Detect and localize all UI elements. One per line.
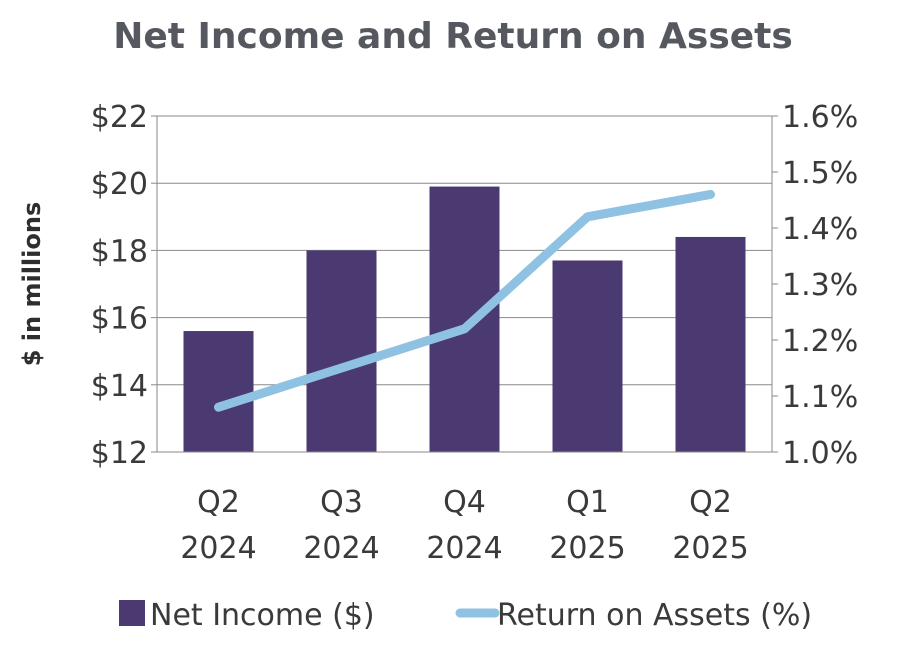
- roa-line-layer: [214, 189, 715, 412]
- x-tick-label: 2025: [672, 531, 748, 566]
- tick-label-right: 1.0%: [782, 436, 858, 471]
- x-tick-label: Q3: [320, 485, 363, 520]
- x-tick-label: Q4: [443, 485, 486, 520]
- x-tick-label: 2024: [180, 531, 256, 566]
- bar-net-income: [429, 186, 500, 452]
- legend-label-net-income: Net Income ($): [150, 598, 375, 633]
- x-axis-ticks: Q2 2024 Q3 2024 Q4 2024 Q1 2025 Q2 2025: [180, 485, 748, 566]
- bar-net-income: [306, 250, 377, 452]
- right-axis-ticks: 1.0% 1.1% 1.2% 1.3% 1.4% 1.5% 1.6%: [772, 100, 858, 471]
- tick-label-left: $12: [91, 436, 148, 471]
- legend: Net Income ($) Return on Assets (%): [119, 598, 812, 633]
- tick-label-right: 1.5%: [782, 156, 858, 191]
- left-axis-ticks: $12 $14 $16 $18 $20 $22: [91, 100, 157, 471]
- y-axis-label: $ in millions: [18, 202, 46, 367]
- tick-label-left: $14: [91, 369, 148, 404]
- legend-label-roa: Return on Assets (%): [497, 598, 812, 633]
- tick-label-right: 1.3%: [782, 268, 858, 303]
- x-tick-label: 2024: [426, 531, 502, 566]
- chart-title: Net Income and Return on Assets: [113, 16, 793, 57]
- tick-label-right: 1.4%: [782, 212, 858, 247]
- tick-label-right: 1.2%: [782, 324, 858, 359]
- x-tick-label: 2024: [303, 531, 379, 566]
- bar-net-income: [552, 260, 623, 452]
- legend-swatch-net-income: [119, 600, 145, 626]
- tick-label-left: $16: [91, 302, 148, 337]
- tick-label-right: 1.6%: [782, 100, 858, 135]
- x-tick-label: 2025: [549, 531, 625, 566]
- tick-label-left: $18: [91, 234, 148, 269]
- tick-label-left: $22: [91, 100, 148, 135]
- tick-label-right: 1.1%: [782, 380, 858, 415]
- roa-line: [214, 189, 715, 412]
- bars: [183, 186, 746, 452]
- x-tick-label: Q2: [197, 485, 240, 520]
- bar-net-income: [183, 331, 254, 452]
- bar-net-income: [675, 236, 746, 452]
- x-tick-label: Q1: [566, 485, 609, 520]
- x-tick-label: Q2: [689, 485, 732, 520]
- tick-label-left: $20: [91, 167, 148, 202]
